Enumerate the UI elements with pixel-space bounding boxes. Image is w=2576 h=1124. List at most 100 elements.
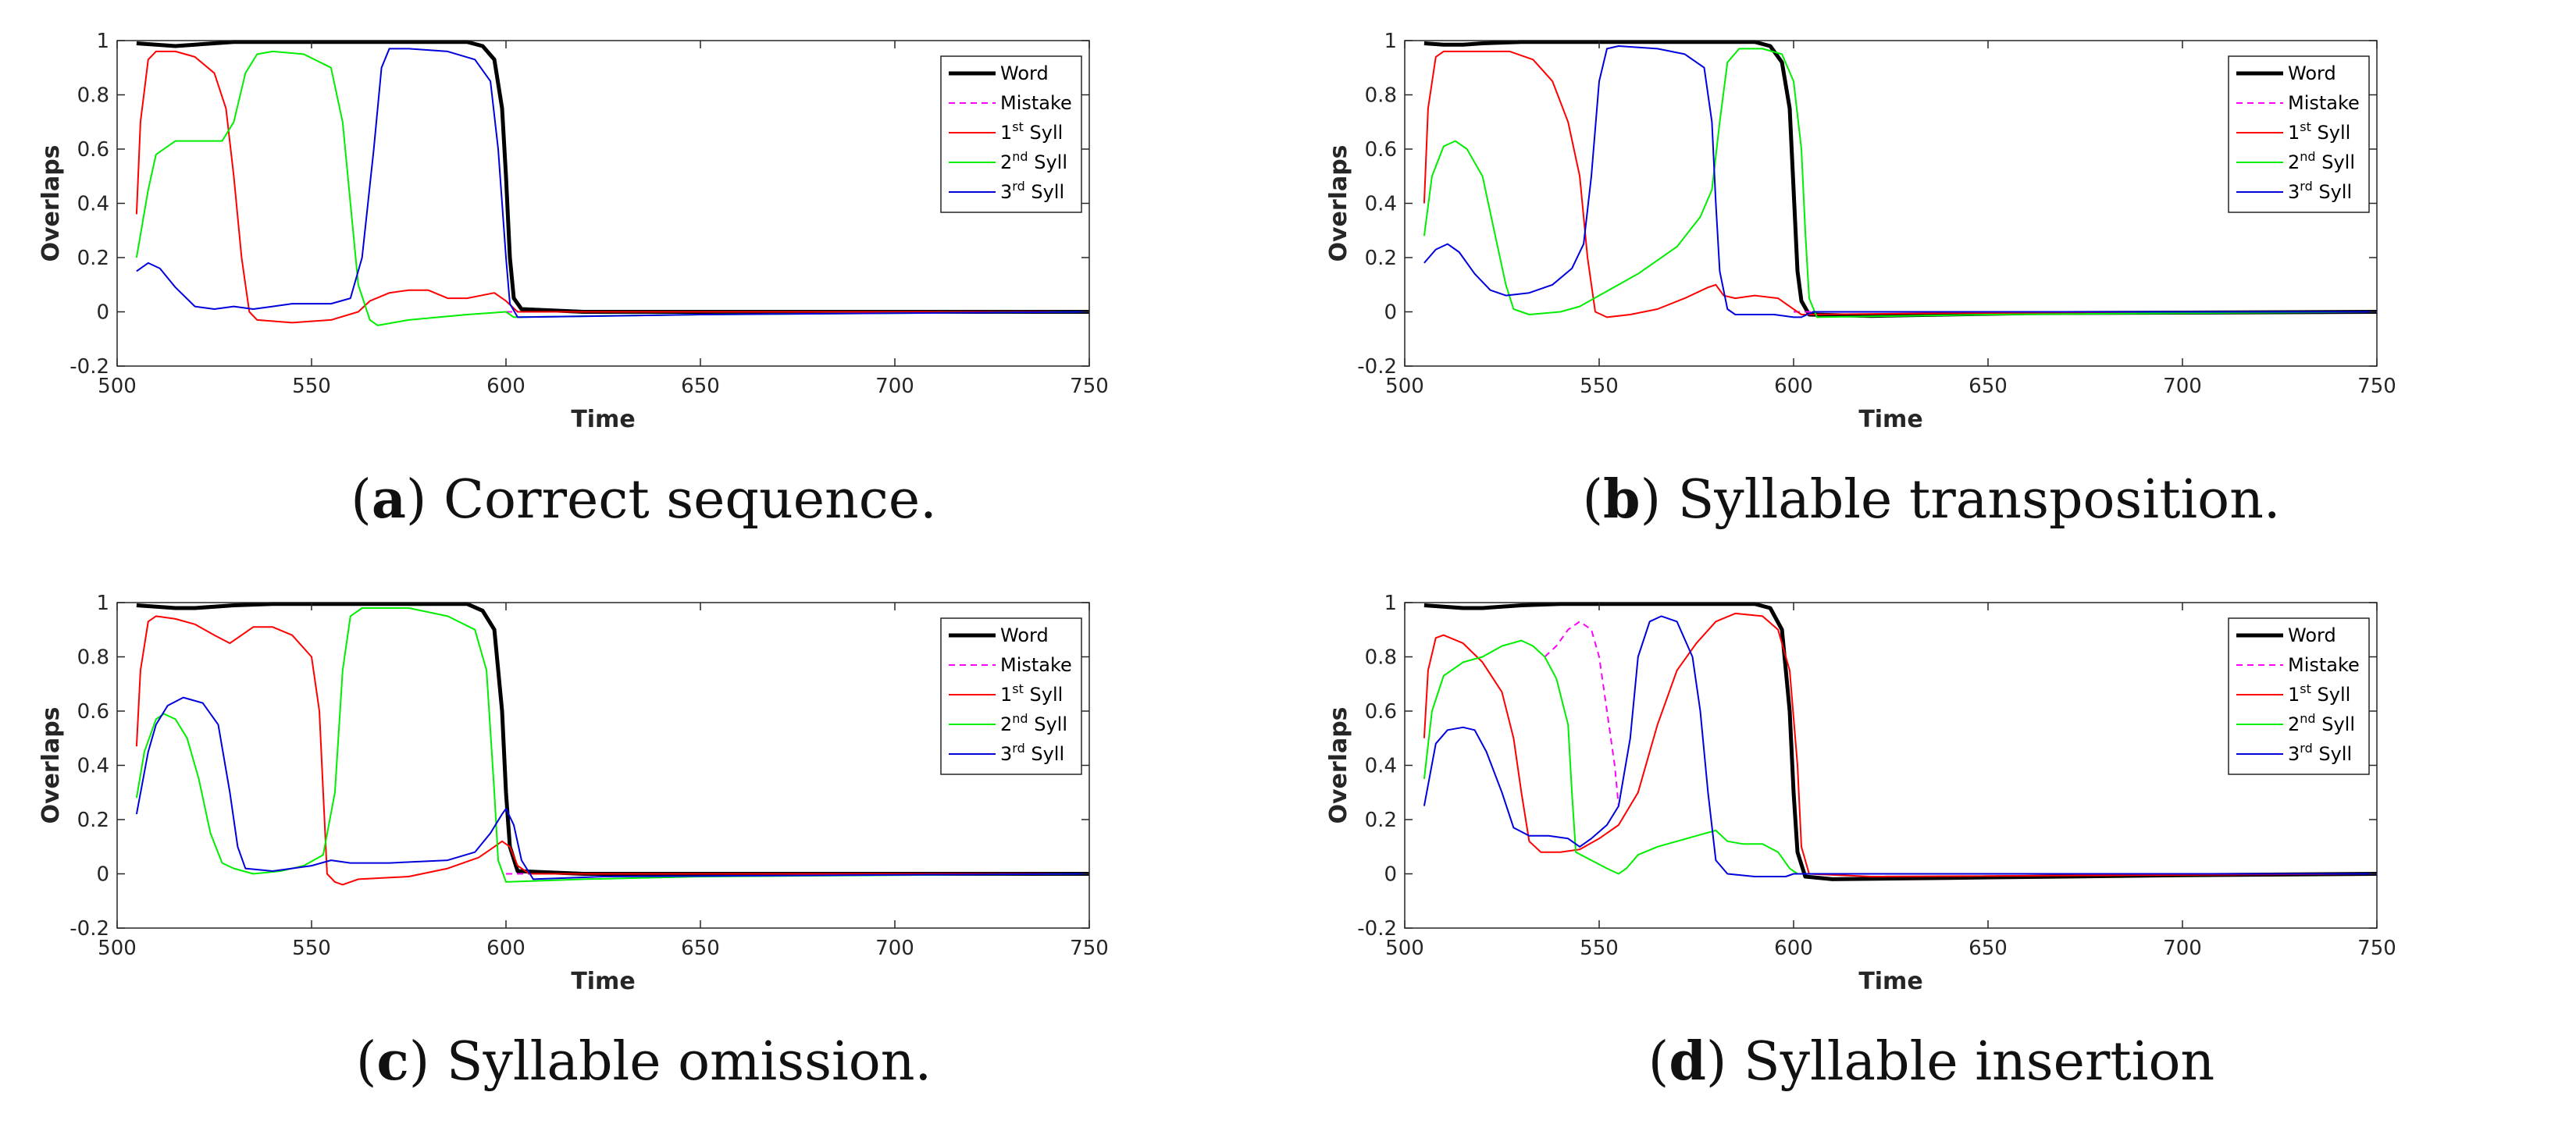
legend-label-rest: Syll (1025, 181, 1064, 203)
legend-box (940, 617, 1082, 775)
y-tick-label: 1 (96, 592, 109, 615)
x-tick-label: 600 (1774, 937, 1813, 960)
legend-label-num: 2 (1000, 151, 1012, 173)
y-tick-label: 0.6 (1365, 138, 1397, 162)
x-tick-label: 550 (1580, 937, 1619, 960)
series-line-4 (1423, 615, 2377, 877)
caption-b: (b) Syllable transposition. (1582, 468, 2281, 531)
caption-text: Syllable insertion (1726, 1031, 2215, 1093)
series-line-2 (135, 615, 1089, 886)
series-line-4 (136, 48, 1090, 318)
y-tick-label: 0.2 (77, 809, 109, 832)
legend-label-rest: Syll (1024, 122, 1063, 144)
x-tick-label: 500 (98, 375, 137, 398)
legend-label-num: 1 (1000, 684, 1012, 706)
legend-box (940, 55, 1082, 213)
y-tick-label: 0.4 (77, 755, 109, 778)
series-line-3 (1423, 639, 2377, 875)
x-tick-label: 650 (1969, 375, 2008, 398)
series-line-2 (1423, 50, 2378, 318)
x-tick-label: 500 (1385, 375, 1424, 398)
series-line-3 (135, 607, 1090, 883)
y-tick-label: -0.2 (1357, 355, 1397, 379)
x-tick-label: 750 (1070, 937, 1109, 960)
legend-label-num: 3 (1000, 743, 1012, 765)
caption-letter: a (371, 468, 406, 531)
chart-d: 500 550 600 650 700 750 -0.2 0 0.2 0.4 0.6 0.8 1 Time… (1325, 592, 2396, 995)
y-tick-label: 0.8 (77, 84, 109, 108)
x-tick-label: 650 (681, 937, 720, 960)
legend-label-sup: rd (1012, 741, 1024, 756)
legend-label-rest: Syll (2316, 713, 2355, 735)
y-tick-label: 0.4 (77, 193, 109, 216)
legend-label-num: 1 (1000, 122, 1012, 144)
legend-label-sup: st (2300, 681, 2311, 696)
series-line-2 (135, 50, 1089, 324)
y-tick-label: 0.2 (1365, 247, 1397, 270)
legend-label-sup: rd (2300, 741, 2312, 756)
y-tick-label: 1 (96, 30, 109, 53)
legend-label-sup: nd (2300, 149, 2315, 164)
x-axis-label: Time (571, 968, 635, 995)
legend-label: Word (2288, 62, 2336, 84)
y-tick-label: 0.8 (1365, 84, 1397, 108)
caption-letter: b (1603, 468, 1641, 531)
x-tick-label: 600 (1774, 375, 1813, 398)
x-tick-label: 750 (1070, 375, 1109, 398)
x-tick-label: 700 (2163, 937, 2202, 960)
x-tick-label: 650 (1969, 937, 2008, 960)
caption-d: (d) Syllable insertion (1648, 1030, 2215, 1093)
legend-label-sup: st (2300, 119, 2311, 134)
legend-label-rest: Syll (1028, 151, 1067, 173)
series-line-3 (135, 50, 1090, 326)
legend-label-sup: nd (1012, 711, 1028, 726)
chart-c: 500 550 600 650 700 750 -0.2 0 0.2 0.4 0.6 0.8 1 Time… (37, 592, 1109, 995)
panel-c: 500 550 600 650 700 750 -0.2 0 0.2 0.4 0.6 0.8 1 Time… (0, 562, 1288, 1124)
legend-label-rest: Syll (2311, 122, 2350, 144)
series-line-2 (1423, 612, 2378, 877)
chart-b: 500 550 600 650 700 750 -0.2 0 0.2 0.4 0.6 0.8 1 Time… (1325, 30, 2396, 433)
legend-label-rest: Syll (1028, 713, 1067, 735)
legend-label: Word (1000, 624, 1049, 646)
y-tick-label: 0 (96, 863, 109, 887)
legend-label-rest: Syll (2311, 684, 2350, 706)
legend-box (2228, 55, 2370, 213)
legend-label: 2nd Syll (1000, 711, 1067, 735)
legend-label-rest: Syll (2313, 181, 2352, 203)
x-tick-label: 700 (875, 937, 914, 960)
legend-label-num: 1 (2288, 684, 2300, 706)
y-tick-label: 1 (1384, 30, 1397, 53)
legend-label-num: 2 (2288, 151, 2300, 173)
legend-box (2228, 617, 2370, 775)
legend-label-sup: st (1012, 119, 1024, 134)
caption-text: Syllable transposition. (1661, 469, 2281, 531)
legend-label: 3rd Syll (2288, 741, 2352, 765)
legend-label: 1st Syll (1000, 119, 1063, 144)
x-tick-label: 600 (486, 937, 526, 960)
caption-letter: c (376, 1030, 409, 1093)
legend-label: Mistake (1000, 654, 1072, 676)
legend-label: 2nd Syll (2288, 711, 2355, 735)
caption-letter: d (1669, 1030, 1706, 1093)
legend-label: 1st Syll (1000, 681, 1063, 706)
x-tick-label: 500 (98, 937, 137, 960)
series-line-1 (1544, 621, 1619, 806)
legend-label: 3rd Syll (1000, 741, 1064, 765)
legend-label-rest: Syll (2316, 151, 2355, 173)
legend-label: 2nd Syll (2288, 149, 2355, 173)
series-line-0 (136, 40, 1089, 314)
x-tick-label: 500 (1385, 937, 1424, 960)
legend-label-sup: rd (2300, 179, 2312, 194)
y-axis-label: Overlaps (1325, 144, 1352, 261)
y-tick-label: 1 (1384, 592, 1397, 615)
x-tick-label: 650 (681, 375, 720, 398)
x-tick-label: 750 (2357, 937, 2396, 960)
series-line-4 (135, 696, 1090, 880)
y-tick-label: 0.8 (1365, 646, 1397, 670)
legend-label-num: 3 (1000, 181, 1012, 203)
x-tick-label: 550 (292, 937, 331, 960)
y-tick-label: 0.2 (77, 247, 109, 270)
y-tick-label: 0.4 (1365, 755, 1397, 778)
chart-a: 500 550 600 650 700 750 -0.2 0 0.2 0.4 0.6 0.8 1 Time… (37, 30, 1109, 433)
y-tick-label: 0 (96, 301, 109, 325)
